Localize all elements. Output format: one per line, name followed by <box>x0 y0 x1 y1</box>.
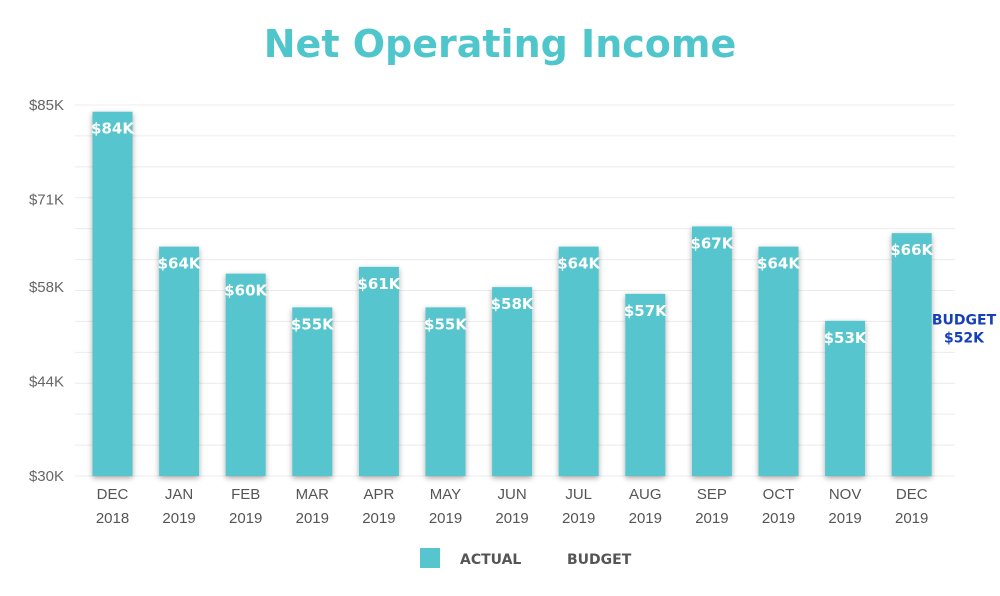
bar-value-label: $57K <box>624 302 668 320</box>
x-tick-label-month: MAY <box>430 486 461 503</box>
bar <box>758 246 799 476</box>
bar <box>159 246 200 476</box>
x-tick-label-month: OCT <box>763 486 795 503</box>
x-tick-label-year: 2019 <box>562 510 595 527</box>
legend-actual-label: ACTUAL <box>460 552 521 568</box>
x-tick-label-month: DEC <box>896 486 928 503</box>
legend: ACTUAL BUDGET <box>420 548 632 568</box>
x-tick-label-year: 2019 <box>296 510 329 527</box>
x-tick-label-month: JUL <box>565 486 592 503</box>
bar <box>358 266 399 476</box>
bar-value-label: $66K <box>890 241 934 259</box>
bar <box>425 307 466 476</box>
bar-value-label: $60K <box>224 282 268 300</box>
x-tick-label-year: 2019 <box>629 510 662 527</box>
chart-title: Net Operating Income <box>263 22 737 66</box>
x-tick-label-year: 2019 <box>495 510 528 527</box>
bar-value-label: $55K <box>424 315 468 333</box>
bar <box>92 111 133 476</box>
x-tick-label-year: 2019 <box>162 510 195 527</box>
x-tick-label-year: 2019 <box>229 510 262 527</box>
x-tick-label-month: FEB <box>231 486 260 503</box>
bar-value-label: $58K <box>491 295 535 313</box>
data-labels: $84K $64K $60K $55K $61K $55K $58K $64K $57K $67K… <box>91 120 935 347</box>
bar-value-label: $64K <box>557 255 601 273</box>
legend-actual-swatch <box>420 548 440 568</box>
x-tick-label-month: AUG <box>629 486 662 503</box>
budget-line-group: BUDGET $52K <box>92 313 997 347</box>
x-tick-label-year: 2019 <box>895 510 928 527</box>
bars <box>92 111 932 476</box>
x-tick-label-year: 2019 <box>695 510 728 527</box>
bar-value-label: $61K <box>357 275 401 293</box>
bar-value-label: $64K <box>757 255 801 273</box>
bar <box>492 287 533 476</box>
bar <box>558 246 599 476</box>
y-tick-label: $71K <box>29 191 64 208</box>
legend-budget-label: BUDGET <box>567 552 632 568</box>
x-tick-label-year: 2019 <box>762 510 795 527</box>
bar-value-label: $84K <box>91 120 135 138</box>
x-tick-label-year: 2019 <box>429 510 462 527</box>
x-tick-label-month: SEP <box>697 486 727 503</box>
x-tick-label-month: JAN <box>165 486 193 503</box>
y-tick-label: $85K <box>29 97 64 114</box>
budget-label-value: $52K <box>944 331 985 347</box>
x-tick-label-month: NOV <box>829 486 862 503</box>
bar <box>691 226 732 476</box>
bar <box>625 293 666 476</box>
bar-value-label: $64K <box>158 255 202 273</box>
x-tick-label-year: 2019 <box>828 510 861 527</box>
bar-value-label: $55K <box>291 315 335 333</box>
bar-value-label: $67K <box>690 234 734 252</box>
y-axis-ticks: $30K $44K $58K $71K $85K <box>29 97 64 485</box>
x-tick-label-year: 2018 <box>96 510 129 527</box>
y-tick-label: $44K <box>29 374 64 391</box>
bar-value-label: $53K <box>824 329 868 347</box>
bar <box>292 307 333 476</box>
x-tick-label-year: 2019 <box>362 510 395 527</box>
bar <box>891 233 932 476</box>
x-tick-label-month: JUN <box>498 486 527 503</box>
x-tick-label-month: APR <box>363 486 394 503</box>
y-tick-label: $30K <box>29 468 64 485</box>
x-tick-label-month: MAR <box>296 486 330 503</box>
y-tick-label: $58K <box>29 279 64 296</box>
bar <box>825 320 866 476</box>
bar <box>225 273 266 476</box>
x-tick-label-month: DEC <box>97 486 129 503</box>
budget-label-title: BUDGET <box>932 313 997 329</box>
x-axis-ticks: DEC 2018 JAN 2019 FEB 2019 MAR 2019 APR 2019 MAY 20… <box>96 486 929 527</box>
